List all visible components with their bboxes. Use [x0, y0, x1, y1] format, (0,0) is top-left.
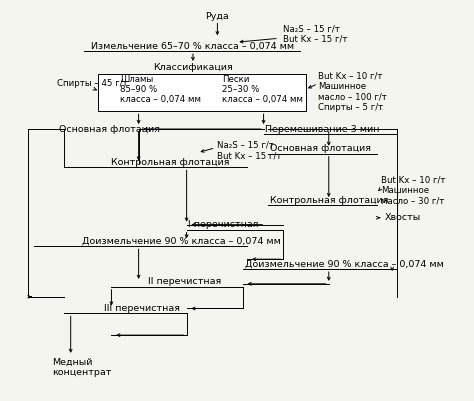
Text: класса – 0,074 мм: класса – 0,074 мм	[120, 95, 201, 104]
Text: Na₂S – 15 г/т
But Kx – 15 г/т: Na₂S – 15 г/т But Kx – 15 г/т	[218, 141, 282, 160]
Text: Шламы: Шламы	[120, 75, 154, 84]
Text: Контрольная флотация: Контрольная флотация	[270, 196, 388, 205]
Text: Доизмельчение 90 % класса – 0,074 мм: Доизмельчение 90 % класса – 0,074 мм	[82, 237, 282, 246]
Text: But Kx – 10 г/т
Машинное
масло – 30 г/т: But Kx – 10 г/т Машинное масло – 30 г/т	[381, 175, 446, 205]
Text: But Kx – 10 г/т
Машинное
масло – 100 г/т
Спирты – 5 г/т: But Kx – 10 г/т Машинное масло – 100 г/т…	[318, 72, 387, 112]
Text: II перечистная: II перечистная	[148, 277, 221, 286]
Text: Спирты – 45 г/т: Спирты – 45 г/т	[57, 79, 128, 88]
Text: Контрольная флотация: Контрольная флотация	[111, 158, 230, 167]
Text: Измельчение 65–70 % класса – 0,074 мм: Измельчение 65–70 % класса – 0,074 мм	[91, 42, 294, 51]
Text: Na₂S – 15 г/т
But Kx – 15 г/т: Na₂S – 15 г/т But Kx – 15 г/т	[283, 24, 348, 44]
Text: Основная флотация: Основная флотация	[270, 144, 371, 153]
Text: I перечистная: I перечистная	[188, 220, 259, 229]
Text: Доизмельчение 90 % класса – 0,074 мм: Доизмельчение 90 % класса – 0,074 мм	[246, 259, 444, 269]
Text: 85–90 %: 85–90 %	[120, 85, 158, 94]
Text: Руда: Руда	[206, 12, 229, 21]
Text: III перечистная: III перечистная	[104, 304, 180, 313]
Text: класса – 0,074 мм: класса – 0,074 мм	[222, 95, 303, 104]
Bar	[98, 74, 306, 111]
Text: Медный
концентрат: Медный концентрат	[53, 358, 112, 377]
Text: 25–30 %: 25–30 %	[222, 85, 259, 94]
Text: Основная флотация: Основная флотация	[59, 124, 160, 134]
Text: Классификация: Классификация	[153, 63, 233, 72]
Text: Пески: Пески	[222, 75, 249, 84]
Text: Перемешивание 3 мин: Перемешивание 3 мин	[265, 124, 380, 134]
Text: Хвосты: Хвосты	[385, 213, 421, 222]
